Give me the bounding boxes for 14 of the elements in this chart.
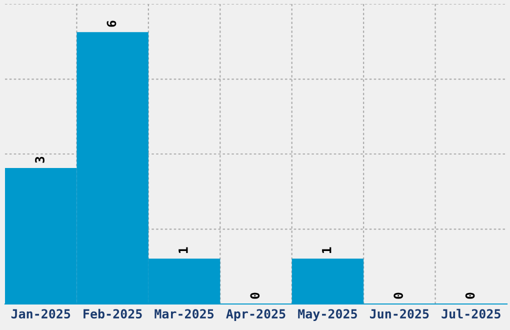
- x-tick-label: Jan-2025: [11, 309, 70, 319]
- data-label: 0: [394, 292, 404, 299]
- x-tick-label: Jun-2025: [370, 309, 429, 319]
- data-label: 1: [178, 247, 188, 254]
- x-tick-label: Mar-2025: [154, 309, 214, 319]
- x-tick-label: Apr-2025: [226, 309, 286, 321]
- x-tick-label: Feb-2025: [84, 308, 142, 319]
- data-label: 3: [35, 156, 44, 163]
- data-label: 6: [106, 20, 116, 27]
- x-tick-label: Jul-2025: [442, 308, 500, 319]
- data-label: 0: [250, 292, 260, 299]
- data-label: 0: [465, 292, 475, 299]
- data-label: 1: [322, 247, 332, 254]
- x-tick-label: May-2025: [298, 309, 357, 321]
